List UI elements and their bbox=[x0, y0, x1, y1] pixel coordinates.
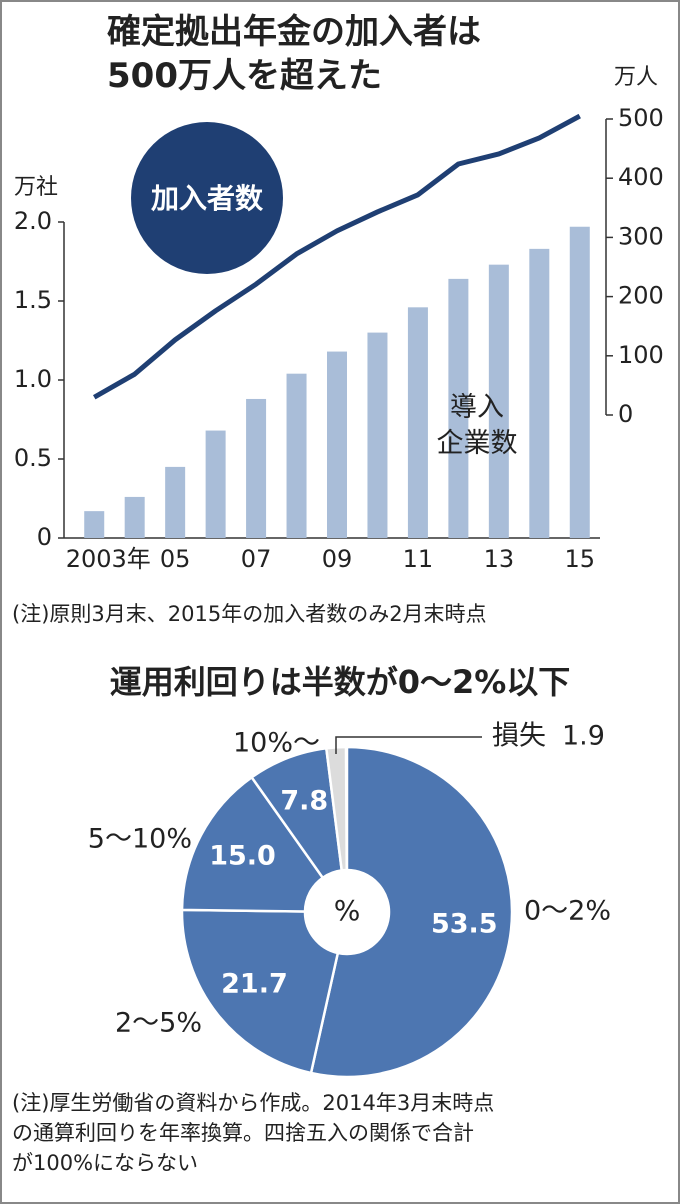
leader-line bbox=[335, 736, 482, 754]
y-tick-label: 0 bbox=[37, 523, 52, 551]
x-tick-label: 07 bbox=[241, 545, 272, 573]
y2-tick-label: 0 bbox=[618, 400, 633, 428]
value-label: 1.9 bbox=[562, 721, 605, 752]
bar bbox=[367, 332, 388, 538]
y2-tick-label: 300 bbox=[618, 222, 664, 250]
category-label: 2～5% bbox=[115, 1008, 202, 1039]
y2-axis-label: 万人 bbox=[614, 65, 658, 90]
bar bbox=[569, 226, 590, 539]
category-label: 0～2% bbox=[524, 896, 611, 927]
slice bbox=[180, 908, 340, 1075]
bar bbox=[124, 496, 145, 538]
y-tick-label: 1.5 bbox=[14, 286, 52, 314]
bar bbox=[488, 264, 509, 538]
legend-marker bbox=[405, 360, 549, 504]
bar bbox=[529, 248, 550, 539]
bar bbox=[327, 351, 347, 538]
y-tick-label: 0.5 bbox=[14, 444, 52, 472]
y2-tick-label: 100 bbox=[618, 341, 664, 369]
value-label: 15.0 bbox=[209, 841, 276, 872]
legend-label: 導入 企業数 bbox=[436, 392, 518, 459]
y-tick-label: 2.0 bbox=[14, 207, 52, 235]
category-label: 損失 bbox=[492, 721, 546, 752]
x-tick-label: 05 bbox=[160, 545, 191, 573]
bar bbox=[246, 398, 267, 538]
chart-title: 確定拠出年金の加入者は 500万人を超えた bbox=[107, 12, 481, 96]
y-axis-label: 万社 bbox=[14, 175, 58, 200]
x-tick-label: 2003年 bbox=[66, 545, 151, 573]
y-tick-label: 1.0 bbox=[14, 365, 52, 393]
line bbox=[92, 113, 581, 400]
legend-marker bbox=[131, 122, 283, 274]
y2-tick-label: 500 bbox=[618, 104, 664, 132]
center-label: % bbox=[334, 894, 361, 927]
value-label: 53.5 bbox=[431, 908, 498, 939]
bar bbox=[448, 278, 469, 538]
category-label: 10%～ bbox=[233, 728, 320, 759]
category-label: 5～10% bbox=[88, 824, 192, 855]
note: (注)原則3月末、2015年の加入者数のみ2月末時点 bbox=[12, 602, 487, 626]
bar bbox=[165, 466, 186, 538]
bar bbox=[84, 511, 105, 538]
bar bbox=[205, 430, 226, 538]
x-tick-label: 15 bbox=[564, 545, 595, 573]
y2-tick-label: 200 bbox=[618, 282, 664, 310]
x-tick-label: 11 bbox=[403, 545, 434, 573]
x-tick-label: 09 bbox=[322, 545, 353, 573]
value-label: 7.8 bbox=[280, 786, 328, 817]
legend-label: 加入者数 bbox=[150, 182, 263, 215]
bar bbox=[286, 373, 307, 538]
bar bbox=[407, 307, 428, 538]
value-label: 21.7 bbox=[221, 969, 288, 1000]
y2-tick-label: 400 bbox=[618, 163, 664, 191]
x-tick-label: 13 bbox=[484, 545, 515, 573]
slice bbox=[309, 745, 514, 1079]
slice bbox=[180, 775, 325, 913]
slice bbox=[324, 745, 348, 872]
note: (注)厚生労働省の資料から作成。2014年3月末時点 の通算利回りを年率換算。四… bbox=[12, 1091, 495, 1175]
chart-title: 運用利回りは半数が0～2%以下 bbox=[109, 663, 571, 701]
